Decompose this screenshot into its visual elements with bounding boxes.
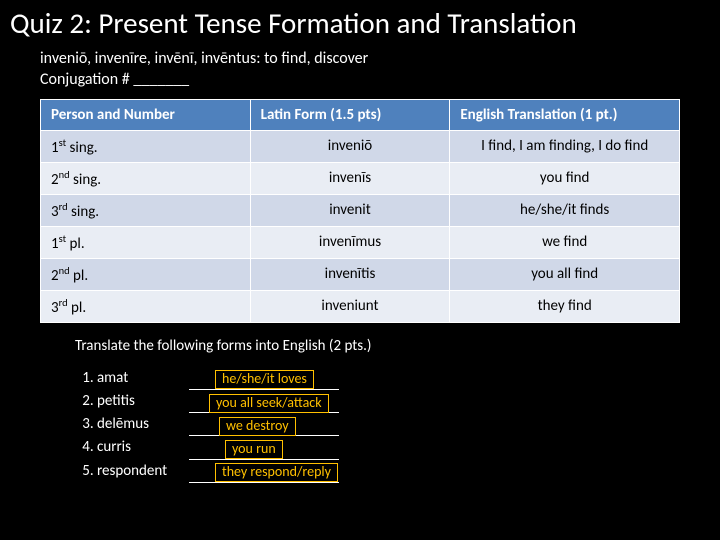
page-title: Quiz 2: Present Tense Formation and Tran… <box>0 0 720 49</box>
cell-english: they find <box>450 290 680 322</box>
table-row: 3rd pl.inveniuntthey find <box>41 290 680 322</box>
list-item: petitis <box>97 390 720 413</box>
list-item: delēmus <box>97 413 720 436</box>
table-row: 1st sing.inveniōI find, I am finding, I … <box>41 130 680 162</box>
cell-person: 3rd pl. <box>41 290 251 322</box>
cell-english: I find, I am finding, I do find <box>450 130 680 162</box>
col-header-english: English Translation (1 pt.) <box>450 99 680 130</box>
cell-latin: invenītis <box>250 258 450 290</box>
conjugation-table: Person and Number Latin Form (1.5 pts) E… <box>40 99 680 323</box>
translate-list: amatpetitisdelēmuscurrisrespondent <box>97 367 720 483</box>
cell-latin: inveniō <box>250 130 450 162</box>
cell-english: we find <box>450 226 680 258</box>
translate-heading: Translate the following forms into Engli… <box>75 337 720 355</box>
cell-person: 1st pl. <box>41 226 251 258</box>
translate-section: Translate the following forms into Engli… <box>75 337 720 483</box>
intro-block: inveniō, invenīre, invēnī, invēntus: to … <box>0 49 720 99</box>
answer-box: you all seek/attack <box>209 394 329 414</box>
cell-latin: invenit <box>250 194 450 226</box>
answer-box: we destroy <box>219 417 296 437</box>
cell-latin: inveniunt <box>250 290 450 322</box>
cell-person: 2nd sing. <box>41 162 251 194</box>
table-row: 1st pl.invenīmuswe find <box>41 226 680 258</box>
cell-person: 3rd sing. <box>41 194 251 226</box>
answer-box: you run <box>225 440 283 460</box>
cell-latin: invenīmus <box>250 226 450 258</box>
list-item: amat <box>97 367 720 390</box>
cell-english: he/she/it finds <box>450 194 680 226</box>
cell-english: you find <box>450 162 680 194</box>
col-header-latin: Latin Form (1.5 pts) <box>250 99 450 130</box>
answer-box: he/she/it loves <box>215 370 314 390</box>
cell-person: 1st sing. <box>41 130 251 162</box>
cell-person: 2nd pl. <box>41 258 251 290</box>
answer-box: they respond/reply <box>215 463 338 483</box>
cell-latin: invenīs <box>250 162 450 194</box>
list-item: respondent <box>97 460 720 483</box>
table-row: 2nd sing.invenīsyou find <box>41 162 680 194</box>
table-row: 3rd sing.invenithe/she/it finds <box>41 194 680 226</box>
cell-english: you all find <box>450 258 680 290</box>
list-item: curris <box>97 436 720 459</box>
table-row: 2nd pl.invenītisyou all find <box>41 258 680 290</box>
intro-line-1: inveniō, invenīre, invēnī, invēntus: to … <box>40 49 720 70</box>
table-header-row: Person and Number Latin Form (1.5 pts) E… <box>41 99 680 130</box>
col-header-person: Person and Number <box>41 99 251 130</box>
intro-line-2: Conjugation # _______ <box>40 70 720 91</box>
